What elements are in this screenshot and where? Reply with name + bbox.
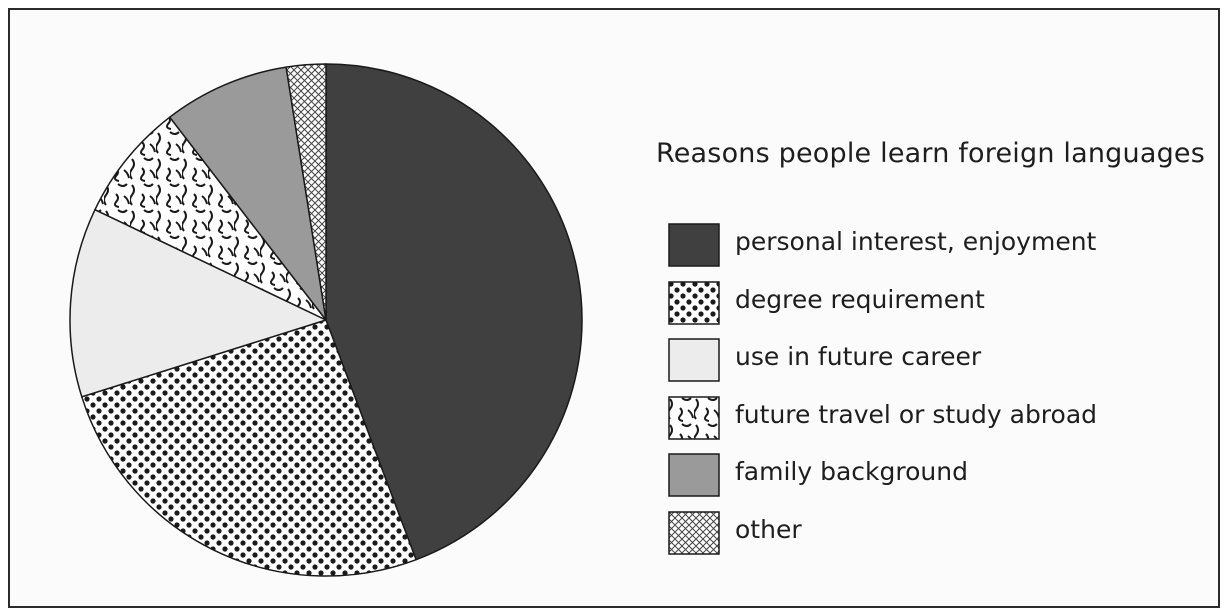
legend-label: use in future career	[735, 342, 982, 371]
legend-swatch-personal-interest-enjoyment	[668, 223, 720, 267]
legend-swatch-family-background	[668, 453, 720, 497]
pie-slice-family-background	[169, 66, 327, 321]
pie-slice-use-in-future-career	[69, 208, 327, 398]
legend-label: degree requirement	[735, 284, 985, 314]
legend-label: future travel or study abroad	[735, 399, 1098, 429]
legend-swatch-degree-requirement	[668, 280, 720, 325]
legend-swatch-future-travel-or-study-abroad	[668, 395, 720, 440]
pie-slice-degree-requirement	[81, 319, 417, 577]
pie-slices	[69, 63, 583, 577]
pie-slice-future-travel-or-study-abroad	[94, 116, 327, 321]
legend: Reasons people learn foreign languages p…	[653, 138, 1205, 555]
legend-swatch-use-in-future-career	[668, 338, 720, 382]
pie-slice-other	[285, 63, 327, 321]
pie-slice-personal-interest-enjoyment	[325, 63, 583, 561]
legend-label: family background	[735, 457, 968, 486]
legend-label: other	[735, 514, 802, 544]
legend-swatch-other	[668, 510, 720, 555]
chart-title: Reasons people learn foreign languages	[656, 138, 1205, 169]
legend-label: personal interest, enjoyment	[735, 227, 1097, 256]
